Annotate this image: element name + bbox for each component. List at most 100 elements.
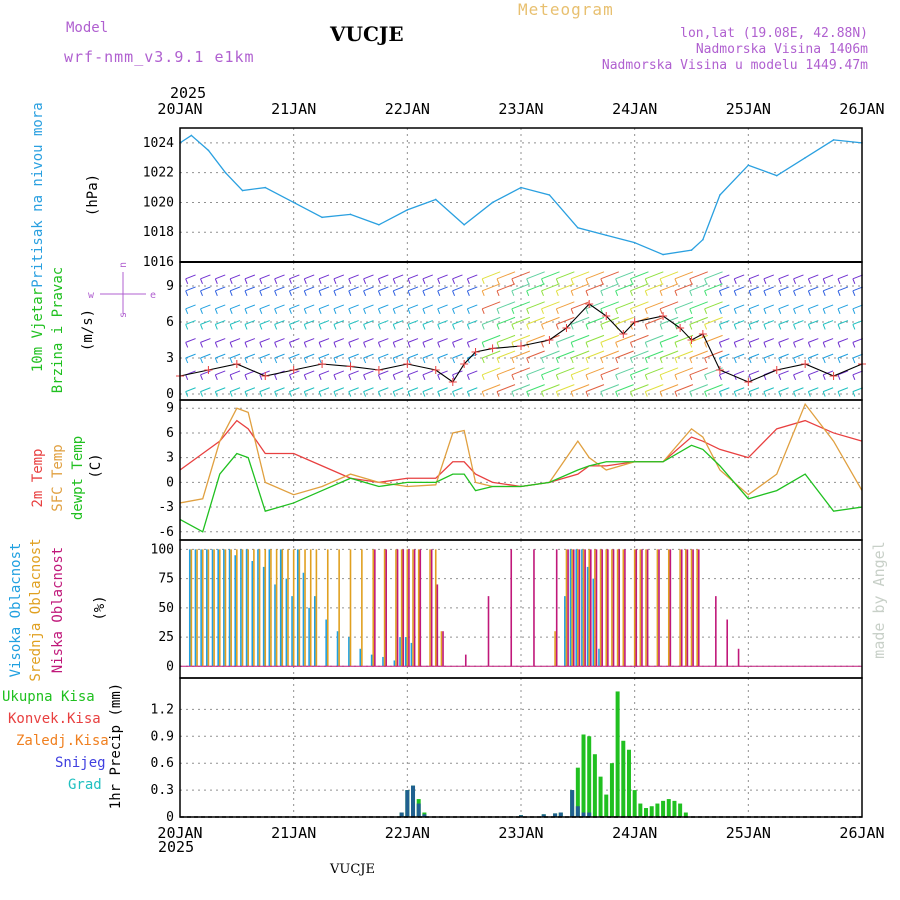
wind-gust-marker (460, 360, 469, 368)
wind-barb-flag (630, 342, 633, 348)
wind-barb (363, 286, 374, 292)
wind-barb-flag (214, 290, 218, 296)
wind-barb (482, 384, 501, 393)
wind-barb (570, 301, 590, 310)
wind-barb-flag (644, 357, 648, 364)
y-tick-label: 0 (166, 387, 174, 402)
wind-barb-flag (466, 374, 470, 380)
wind-barb-flag (555, 308, 559, 314)
wind-barb-flag (392, 374, 396, 380)
wind-barb-flag (303, 324, 307, 330)
wind-barb-flag (392, 308, 396, 314)
wind-barb-flag (392, 391, 396, 397)
wind-barb (185, 353, 196, 359)
wind-barb-flag (837, 278, 841, 284)
wind-barb-flag (229, 391, 233, 397)
y-tick-label: 50 (158, 601, 174, 616)
wind-barb-flag (466, 290, 470, 296)
wind-barb-flag (377, 290, 381, 296)
wind-barb (437, 370, 448, 376)
axis-title-pressure: Pritisak na nivou mora (30, 102, 46, 287)
pressure-point (702, 238, 704, 241)
wind-barb-flag (200, 374, 203, 380)
wind-barb (407, 387, 419, 393)
wind-barb-flag (452, 290, 456, 296)
wind-barb (689, 283, 708, 292)
wind-barb (185, 286, 196, 292)
wind-barb (452, 370, 463, 376)
wind-barb-flag (585, 342, 589, 348)
wind-barb (259, 274, 270, 280)
wind-barb (793, 304, 804, 310)
wind-barb-flag (541, 342, 544, 348)
wind-barb-flag (526, 278, 530, 284)
wind-barb (407, 353, 419, 359)
axis-title-cloud-high: Visoka Oblacnost (8, 543, 24, 678)
y-tick-label: 0.9 (151, 729, 174, 744)
wind-barb-flag (852, 357, 856, 364)
wind-barb-flag (807, 391, 811, 397)
wind-barb-flag (289, 374, 292, 380)
wind-barb (452, 286, 463, 292)
wind-barb-flag (289, 324, 292, 330)
precip-legend-item: Snijeg (55, 755, 106, 771)
wind-barb (734, 274, 745, 280)
wind-barb-flag (289, 342, 292, 348)
wind-barb-flag (793, 391, 797, 397)
wind-barb (393, 304, 404, 310)
wind-barb-flag (452, 308, 456, 314)
wind-barb (274, 274, 285, 280)
wind-barb-flag (348, 324, 352, 330)
wind-barb-flag (704, 278, 708, 284)
wind-barb-flag (289, 308, 292, 314)
wind-barb (585, 271, 605, 280)
wind-barb (689, 301, 708, 310)
wind-barb-flag (837, 342, 841, 348)
wind-barb (452, 320, 463, 325)
precip-bar-snow (575, 806, 580, 817)
wind-barb-flag (570, 278, 574, 284)
compass-east: e (150, 290, 156, 301)
wind-barb (808, 274, 819, 280)
wind-barb-flag (274, 374, 278, 380)
wind-barb-flag (585, 374, 589, 380)
axis-title-wind-1: 10m Vjetar (30, 288, 46, 372)
axis-unit-pressure: (hPa) (85, 174, 101, 216)
wind-barb (393, 387, 404, 393)
wind-barb (378, 370, 389, 376)
x-tick-label-top: 26JAN (839, 100, 884, 118)
y-tick-label: 9 (166, 401, 174, 416)
wind-barb-flag (259, 278, 263, 284)
wind-barb-flag (377, 308, 381, 314)
wind-barb (852, 387, 863, 393)
wind-barb-flag (214, 308, 218, 314)
wind-barb-flag (615, 391, 619, 397)
wind-barb-flag (793, 324, 797, 330)
wind-gust-marker (630, 318, 639, 326)
pressure-point (804, 156, 806, 159)
wind-barb-flag (763, 357, 767, 364)
wind-barb-flag (481, 278, 485, 284)
wind-barb (748, 320, 760, 325)
wind-barb-flag (659, 342, 663, 348)
wind-barb-flag (496, 324, 500, 330)
wind-barb-flag (748, 342, 752, 348)
wind-barb-flag (704, 308, 708, 314)
wind-barb (511, 271, 531, 280)
wind-barb (452, 304, 463, 310)
wind-barb (600, 301, 619, 310)
wind-barb-flag (466, 324, 470, 330)
y-tick-label: 75 (158, 572, 174, 587)
wind-barb (407, 338, 419, 343)
pressure-point (832, 139, 835, 141)
wind-barb-flag (585, 391, 589, 397)
y-tick-label: 1.2 (151, 702, 174, 717)
wind-barb-flag (674, 308, 678, 314)
wind-barb (526, 301, 545, 310)
wind-barb (185, 274, 196, 280)
wind-barb (393, 274, 404, 280)
wind-barb (556, 384, 575, 393)
wind-barb-flag (229, 342, 233, 348)
precip-bar-total (587, 736, 592, 817)
wind-barb-flag (704, 374, 708, 380)
